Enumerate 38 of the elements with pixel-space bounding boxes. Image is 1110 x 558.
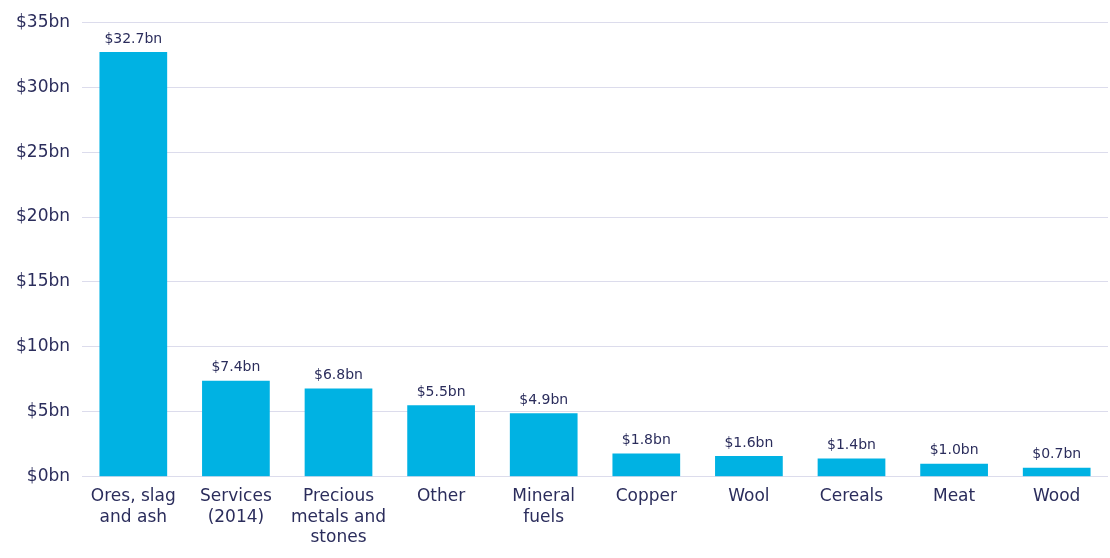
x-tick-label: Wool	[728, 485, 770, 506]
bar	[99, 52, 168, 477]
data-label: $1.4bn	[827, 436, 876, 453]
x-tick-label: Wood	[1033, 485, 1081, 506]
y-tick-label: $0bn	[26, 465, 71, 486]
y-tick-label: $10bn	[16, 335, 71, 356]
x-tick-label: Ores, slag and ash	[90, 485, 176, 526]
x-tick-label: Precious metals and stones	[290, 485, 387, 547]
data-label: $32.7bn	[104, 29, 163, 46]
x-tick-label: Mineral fuels	[512, 485, 576, 526]
bar	[817, 458, 886, 477]
bar	[715, 456, 783, 477]
data-label: $1.0bn	[929, 441, 979, 458]
data-label: $5.5bn	[416, 383, 466, 399]
bar	[1022, 467, 1091, 477]
bar	[509, 413, 578, 477]
bar	[612, 453, 681, 477]
x-tick-label: Copper	[615, 485, 677, 506]
data-label: $4.9bn	[519, 390, 569, 407]
y-tick-label: $30bn	[16, 75, 71, 96]
bar	[407, 405, 475, 477]
y-tick-label: $5bn	[26, 400, 71, 421]
x-tick-label: Other	[416, 485, 466, 506]
x-tick-label: Cereals	[819, 485, 884, 506]
y-tick-label: $20bn	[16, 205, 71, 226]
data-label: $6.8bn	[314, 366, 363, 383]
x-tick-label: Meat	[932, 485, 976, 506]
bar	[202, 380, 270, 477]
data-label: $0.7bn	[1032, 445, 1082, 462]
data-label: $1.8bn	[621, 431, 671, 448]
y-tick-label: $25bn	[16, 140, 71, 161]
x-tick-label: Services (2014)	[200, 485, 272, 526]
y-tick-label: $15bn	[16, 270, 71, 291]
bar	[920, 463, 988, 477]
data-label: $7.4bn	[211, 358, 261, 375]
bar	[304, 388, 373, 477]
y-tick-label: $35bn	[16, 10, 71, 31]
data-label: $1.6bn	[724, 433, 774, 450]
